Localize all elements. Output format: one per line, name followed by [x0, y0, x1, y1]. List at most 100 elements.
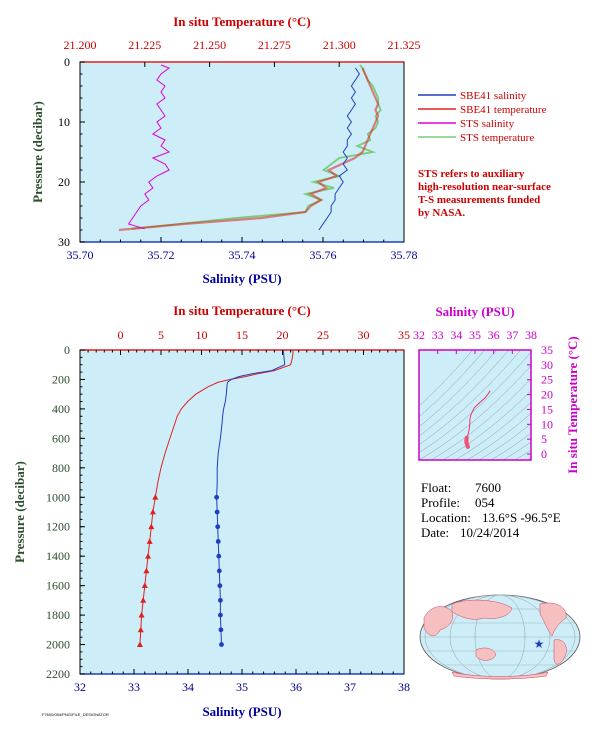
- ts-right-tick-label: 15: [541, 402, 553, 416]
- top-tick-label: 15: [236, 328, 248, 342]
- temperature-marker: [143, 567, 150, 574]
- ts-top-tick-label: 38: [525, 328, 537, 342]
- series-line-sbe41-temperature: [118, 67, 380, 232]
- ts-right-tick-label: 30: [541, 358, 553, 372]
- temperature-marker: [149, 508, 156, 515]
- bottom-tick-label: 35.76: [310, 248, 337, 262]
- series-line-sbe41-salinity: [318, 67, 361, 231]
- left-tick-label: 1800: [46, 608, 70, 622]
- left-tick-label: 10: [58, 115, 70, 129]
- ts-right-tick-label: 35: [541, 343, 553, 357]
- temperature-marker: [145, 552, 152, 559]
- ts-right-tick-label: 25: [541, 373, 553, 387]
- density-contour: [502, 441, 531, 460]
- left-tick-label: 20: [58, 175, 70, 189]
- density-contour: [419, 350, 474, 407]
- series-line-sts-salinity: [127, 64, 171, 230]
- full-profile-plot-area: [80, 350, 404, 674]
- top-tick-label: 0: [118, 328, 124, 342]
- near-surface-chart: 35.70 35.72 35.74 35.76 35.78 21.200 21.225 21.…: [30, 14, 421, 286]
- ts-top-tick-label: 37: [506, 328, 518, 342]
- left-tick-label: 1000: [46, 490, 70, 504]
- map-africa-europe: [423, 606, 453, 637]
- left-tick-label: 600: [52, 431, 70, 445]
- top-tick-label: 21.300: [323, 38, 356, 52]
- legend-label: SBE41 salinity: [460, 90, 527, 102]
- density-contour: [419, 350, 486, 418]
- top-tick-label: 35: [398, 328, 410, 342]
- ts-top-tick-label: 33: [432, 328, 444, 342]
- near-surface-top-axis-label: In situ Temperature (°C): [173, 14, 311, 29]
- float-info: Float: 7600 Profile: 054 Location: 13.6°…: [421, 480, 561, 540]
- location-value: 13.6°S -96.5°E: [482, 510, 561, 525]
- ts-point: [465, 444, 470, 449]
- note-line: high-resolution near-surface: [418, 181, 551, 193]
- ts-plot-area: [419, 350, 531, 460]
- salinity-marker: [219, 642, 224, 647]
- temperature-marker: [138, 611, 145, 618]
- salinity-marker: [218, 597, 223, 603]
- legend: SBE41 salinity SBE41 temperature STS salin…: [418, 90, 547, 144]
- left-tick-label: 1200: [46, 520, 70, 534]
- top-tick-label: 20: [277, 328, 289, 342]
- bottom-tick-label: 32: [74, 680, 86, 694]
- density-contour: [419, 350, 510, 437]
- salinity-marker: [216, 568, 222, 574]
- top-tick-label: 21.225: [128, 38, 161, 52]
- note-line: T-S measurements funded: [418, 194, 540, 206]
- near-surface-left-axis-label: Pressure (decibar): [30, 101, 45, 203]
- ts-right-tick-label: 0: [541, 447, 547, 461]
- salinity-marker: [215, 539, 221, 544]
- profile-label: Profile:: [421, 495, 460, 510]
- temperature-marker: [141, 582, 148, 589]
- salinity-marker: [216, 553, 222, 559]
- bottom-tick-label: 35.74: [229, 248, 256, 262]
- salinity-marker: [214, 494, 220, 500]
- location-label: Location:: [421, 510, 471, 525]
- near-surface-series: [118, 64, 382, 232]
- left-tick-label: 200: [52, 372, 70, 386]
- temperature-marker: [152, 494, 159, 500]
- temperature-marker: [148, 523, 155, 530]
- profile-line-salinity: [216, 350, 286, 645]
- map-south-america: [553, 639, 567, 665]
- profile-line-temperature: [139, 350, 294, 645]
- top-tick-label: 25: [317, 328, 329, 342]
- top-tick-label: 21.275: [258, 38, 291, 52]
- note-line: by NASA.: [418, 207, 465, 219]
- top-tick-label: 5: [158, 328, 164, 342]
- ts-top-axis-label: Salinity (PSU): [435, 304, 514, 319]
- density-contour: [419, 350, 498, 428]
- temperature-marker: [137, 626, 144, 633]
- near-surface-ticks: 35.70 35.72 35.74 35.76 35.78 21.200 21.225 21.…: [58, 38, 421, 262]
- bottom-tick-label: 38: [398, 680, 410, 694]
- near-surface-bottom-axis-label: Salinity (PSU): [202, 271, 281, 286]
- density-contour: [466, 413, 531, 460]
- full-profile-top-axis-label: In situ Temperature (°C): [173, 303, 311, 318]
- ts-density-contours: [419, 350, 531, 460]
- left-tick-label: 0: [64, 55, 70, 69]
- map-australia: [475, 647, 497, 661]
- ts-top-tick-label: 36: [488, 328, 500, 342]
- left-tick-label: 0: [64, 343, 70, 357]
- ts-top-tick-label: 34: [450, 328, 462, 342]
- top-tick-label: 21.325: [388, 38, 421, 52]
- ts-top-tick-label: 35: [469, 328, 481, 342]
- float-label: Float:: [421, 480, 451, 495]
- bottom-tick-label: 35.72: [148, 248, 175, 262]
- ts-right-tick-label: 5: [541, 432, 547, 446]
- salinity-marker: [218, 612, 223, 618]
- density-contour: [478, 423, 531, 460]
- temperature-marker: [146, 538, 153, 544]
- left-tick-label: 2000: [46, 638, 70, 652]
- map-asia: [451, 599, 513, 620]
- bottom-tick-label: 35.78: [391, 248, 418, 262]
- note-line: STS refers to auxiliary: [418, 168, 525, 180]
- footer-code: F7600/054/PNG/FILE_DESIGNATOR: [42, 712, 109, 717]
- salinity-marker: [217, 583, 223, 589]
- bottom-tick-label: 34: [182, 680, 194, 694]
- full-profile-left-axis-label: Pressure (decibar): [12, 461, 27, 563]
